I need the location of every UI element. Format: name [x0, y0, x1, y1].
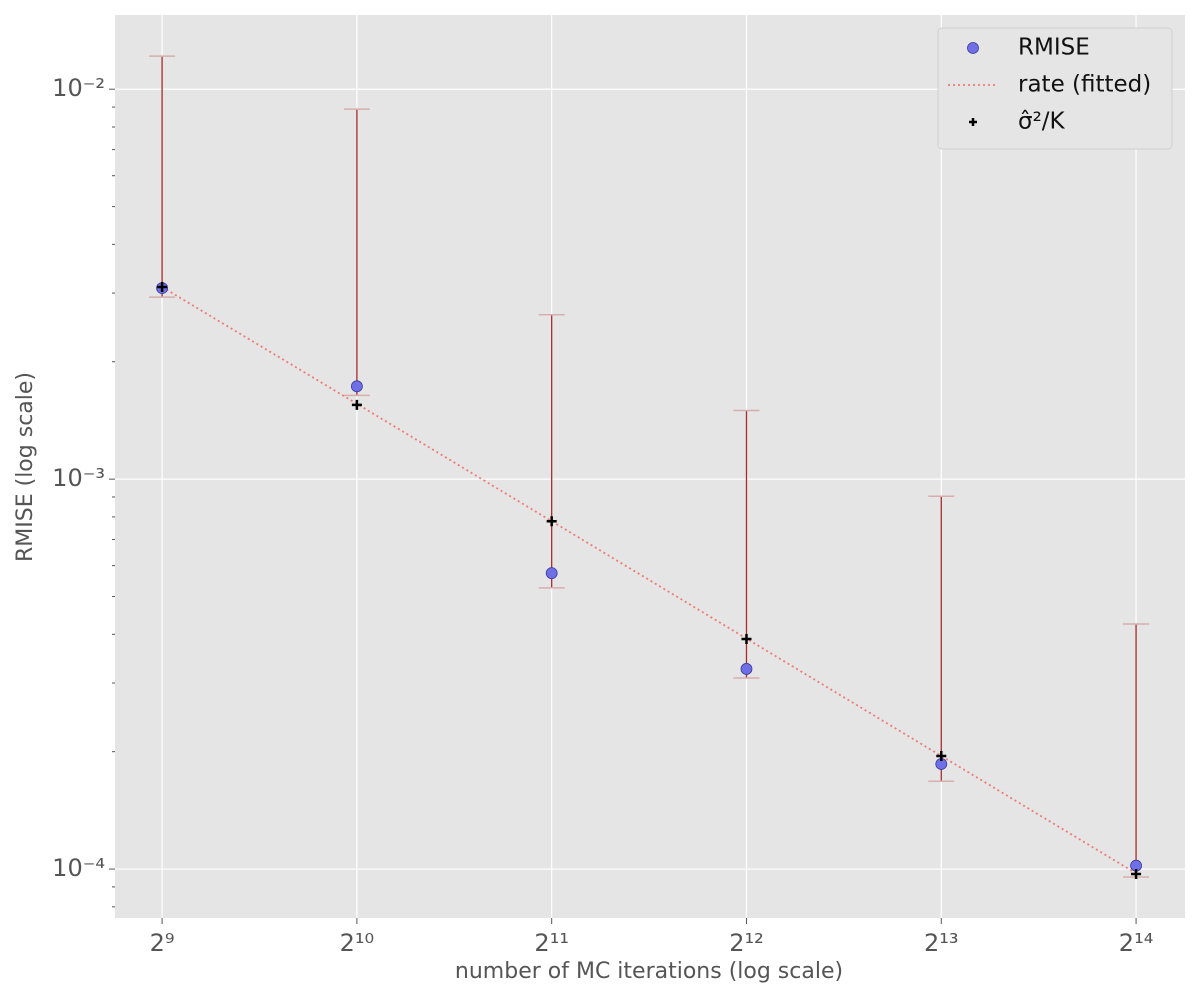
plus-marker — [1131, 869, 1142, 880]
point — [350, 380, 363, 393]
legend-box — [937, 27, 1173, 150]
x-tick-label: 2¹¹ — [534, 929, 569, 957]
plus-marker — [351, 399, 362, 410]
legend-marker — [967, 42, 979, 54]
legend-label: rate (fitted) — [1018, 72, 1151, 98]
x-tick-label: 2¹⁴ — [1119, 929, 1154, 957]
plus-marker — [546, 516, 557, 527]
plot-area — [115, 15, 1185, 918]
x-tick-label: 2⁹ — [150, 929, 175, 957]
y-tick-label: 10⁻⁴ — [52, 854, 105, 882]
x-tick-label: 2¹³ — [924, 929, 959, 957]
y-axis-label: RMISE (log scale) — [13, 372, 38, 562]
legend-marker — [969, 118, 977, 126]
plus-marker — [936, 750, 947, 761]
legend-label: RMISE — [1018, 35, 1090, 61]
point — [545, 567, 558, 580]
plus-marker — [741, 634, 752, 645]
point — [740, 663, 753, 675]
x-axis-label: number of MC iterations (log scale) — [455, 959, 843, 984]
legend-label: σ̂²/K — [1018, 109, 1066, 135]
y-tick-label: 10⁻³ — [52, 464, 105, 492]
y-tick-label: 10⁻² — [52, 74, 105, 102]
x-tick-label: 2¹⁰ — [340, 929, 375, 957]
plus-marker — [157, 281, 168, 292]
x-tick-label: 2¹² — [729, 929, 764, 957]
